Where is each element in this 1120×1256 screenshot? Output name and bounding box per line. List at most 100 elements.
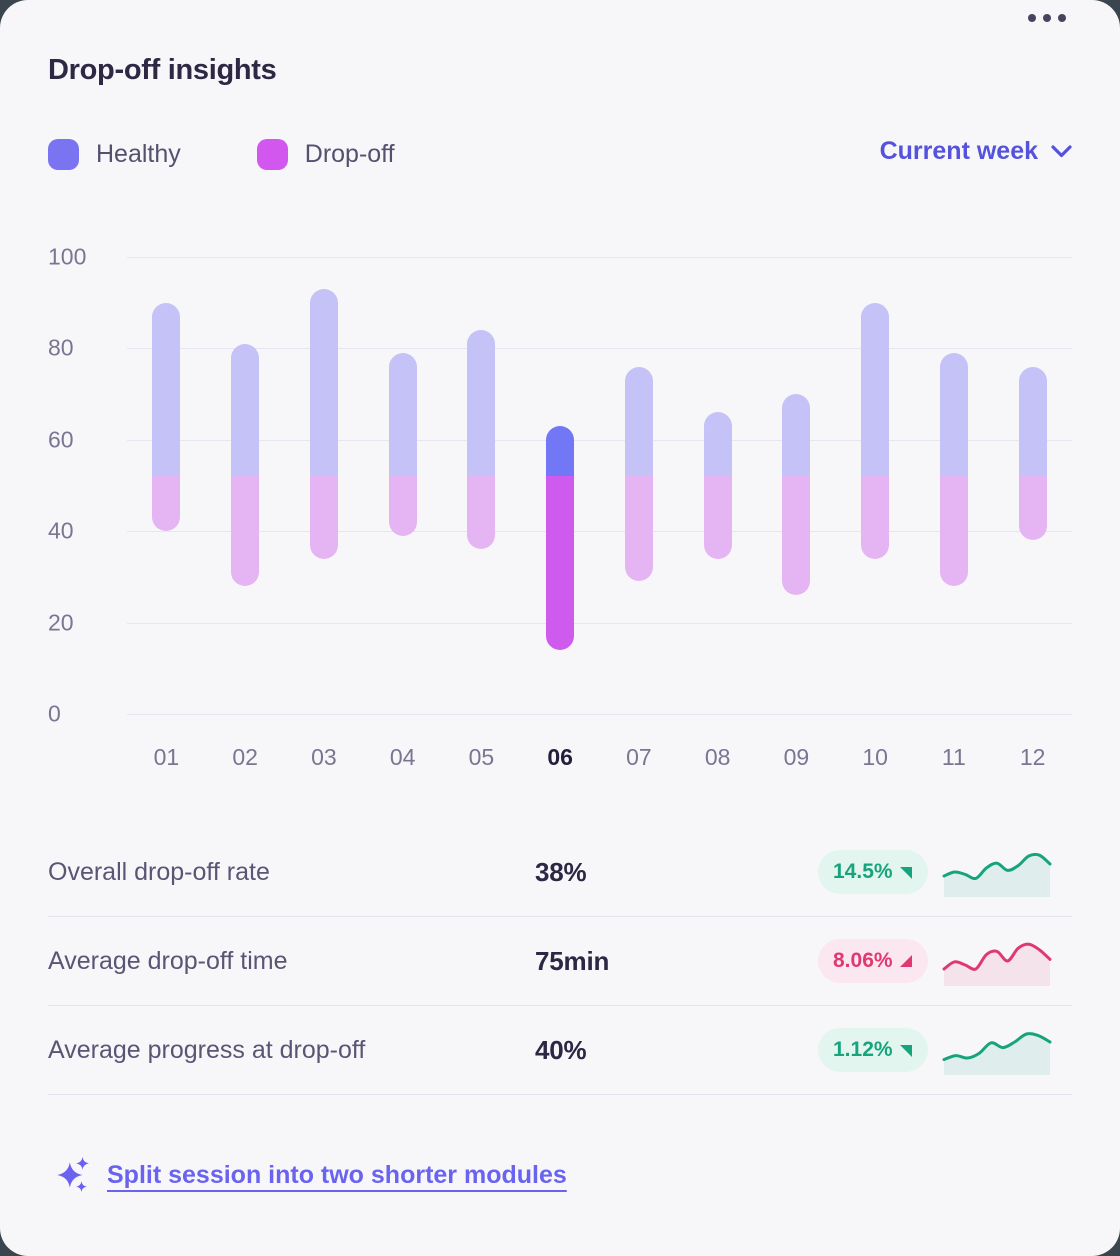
dot-icon xyxy=(1058,14,1066,22)
y-axis-tick: 0 xyxy=(48,700,61,727)
y-axis-tick: 80 xyxy=(48,334,74,361)
gridline xyxy=(127,714,1072,715)
bar-11[interactable] xyxy=(939,352,968,587)
y-axis-tick: 60 xyxy=(48,426,74,453)
trend-triangle-icon xyxy=(899,1044,912,1057)
ai-suggestion-row: Split session into two shorter modules xyxy=(56,1157,1072,1193)
legend-label: Healthy xyxy=(96,139,181,168)
suggestion-link[interactable]: Split session into two shorter modules xyxy=(107,1160,567,1189)
drop-off-segment xyxy=(309,476,338,559)
drop-off-segment xyxy=(467,476,496,550)
change-badge: 1.12% xyxy=(818,1028,928,1072)
gridline xyxy=(127,439,1072,441)
trend-sparkline xyxy=(942,852,1052,897)
drop-off-segment xyxy=(939,476,968,587)
stat-value: 38% xyxy=(535,856,587,887)
gridline xyxy=(127,348,1072,350)
bar-01[interactable] xyxy=(152,302,181,532)
drop-off-segment xyxy=(231,476,260,587)
x-axis-tick-11: 11 xyxy=(941,744,966,770)
healthy-segment xyxy=(309,288,338,477)
healthy-segment xyxy=(231,343,260,477)
period-selector-dropdown[interactable]: Current week xyxy=(880,137,1072,166)
drop-off-segment xyxy=(152,476,181,532)
bar-07[interactable] xyxy=(624,366,653,582)
bar-06-selected[interactable] xyxy=(546,426,575,650)
bar-02[interactable] xyxy=(231,343,260,587)
x-axis-tick-08: 08 xyxy=(704,744,731,770)
healthy-segment xyxy=(782,394,811,477)
x-axis-tick-01: 01 xyxy=(153,744,180,770)
x-axis-tick-09: 09 xyxy=(783,744,810,770)
healthy-segment xyxy=(1018,366,1047,477)
stat-row-average-progress-at-drop-off: Average progress at drop-off 40% 1.12% xyxy=(48,1006,1072,1095)
change-badge: 8.06% xyxy=(818,939,928,983)
drop-off-segment xyxy=(861,476,890,559)
gridline xyxy=(127,257,1072,258)
card-header: Drop-off insights xyxy=(48,0,1072,87)
dot-icon xyxy=(1043,14,1051,22)
healthy-segment xyxy=(546,426,575,477)
stat-value: 40% xyxy=(535,1034,587,1065)
plot-area: 0 20 40 60 80 100 xyxy=(48,244,1072,727)
healthy-segment xyxy=(939,352,968,477)
x-axis-tick-03: 03 xyxy=(311,744,337,770)
bar-08[interactable] xyxy=(703,412,732,559)
change-value: 8.06% xyxy=(833,949,893,972)
drop-off-swatch-icon xyxy=(256,138,288,170)
drop-off-segment xyxy=(388,476,417,536)
period-label: Current week xyxy=(879,137,1038,165)
dot-icon xyxy=(1028,14,1036,22)
trend-triangle-icon xyxy=(899,954,912,967)
trend-sparkline xyxy=(942,1032,1052,1075)
bar-12[interactable] xyxy=(1018,366,1047,541)
drop-off-segment xyxy=(546,476,575,650)
drop-off-bar-chart: 0 20 40 60 80 100 01 02 03 04 05 06 07 08 09 10 11 12 xyxy=(48,244,1072,778)
legend-item-healthy[interactable]: Healthy xyxy=(48,138,181,170)
stat-label: Overall drop-off rate xyxy=(48,857,270,886)
bar-03[interactable] xyxy=(309,288,338,559)
healthy-segment xyxy=(861,302,890,477)
drop-off-segment xyxy=(624,476,653,582)
stat-label: Average drop-off time xyxy=(48,946,288,975)
drop-off-segment xyxy=(703,476,732,559)
x-axis-labels: 01 02 03 04 05 06 07 08 09 10 11 12 xyxy=(48,734,1072,778)
page-title: Drop-off insights xyxy=(48,54,277,86)
trend-triangle-icon xyxy=(899,866,912,879)
ellipsis-menu-button[interactable] xyxy=(1022,8,1072,28)
x-axis-tick-02: 02 xyxy=(232,744,258,770)
bar-09[interactable] xyxy=(782,394,811,596)
healthy-segment xyxy=(703,412,732,477)
change-value: 1.12% xyxy=(833,1038,893,1061)
gridline xyxy=(127,531,1072,533)
sparkles-icon xyxy=(57,1157,89,1192)
x-axis-tick-12: 12 xyxy=(1019,744,1046,770)
x-axis-tick-06: 06 xyxy=(547,744,573,770)
stat-row-overall-drop-off-rate: Overall drop-off rate 38% 14.5% xyxy=(48,828,1072,917)
healthy-swatch-icon xyxy=(48,138,79,170)
legend-item-drop-off[interactable]: Drop-off xyxy=(256,138,395,170)
legend-row: Healthy Drop-off Current week xyxy=(48,137,1072,171)
bar-10[interactable] xyxy=(861,302,890,559)
stat-value: 75min xyxy=(535,945,610,976)
healthy-segment xyxy=(624,366,653,477)
change-badge: 14.5% xyxy=(818,850,928,894)
bar-05[interactable] xyxy=(467,330,496,550)
y-axis-tick: 20 xyxy=(48,609,74,636)
stat-label: Average progress at drop-off xyxy=(48,1035,366,1064)
x-axis-tick-10: 10 xyxy=(862,744,888,770)
gridline xyxy=(127,622,1072,624)
y-axis-tick: 40 xyxy=(48,517,74,544)
healthy-segment xyxy=(152,302,181,477)
chevron-down-icon xyxy=(1051,145,1072,158)
stats-table: Overall drop-off rate 38% 14.5% Average … xyxy=(48,828,1072,1095)
x-axis-tick-05: 05 xyxy=(468,744,495,770)
x-axis-tick-04: 04 xyxy=(389,744,416,770)
bar-04[interactable] xyxy=(388,352,417,536)
change-value: 14.5% xyxy=(833,860,893,883)
legend-label: Drop-off xyxy=(304,139,395,168)
stat-row-average-drop-off-time: Average drop-off time 75min 8.06% xyxy=(48,917,1072,1006)
drop-off-segment xyxy=(1018,476,1047,541)
y-axis-tick: 100 xyxy=(48,243,87,270)
